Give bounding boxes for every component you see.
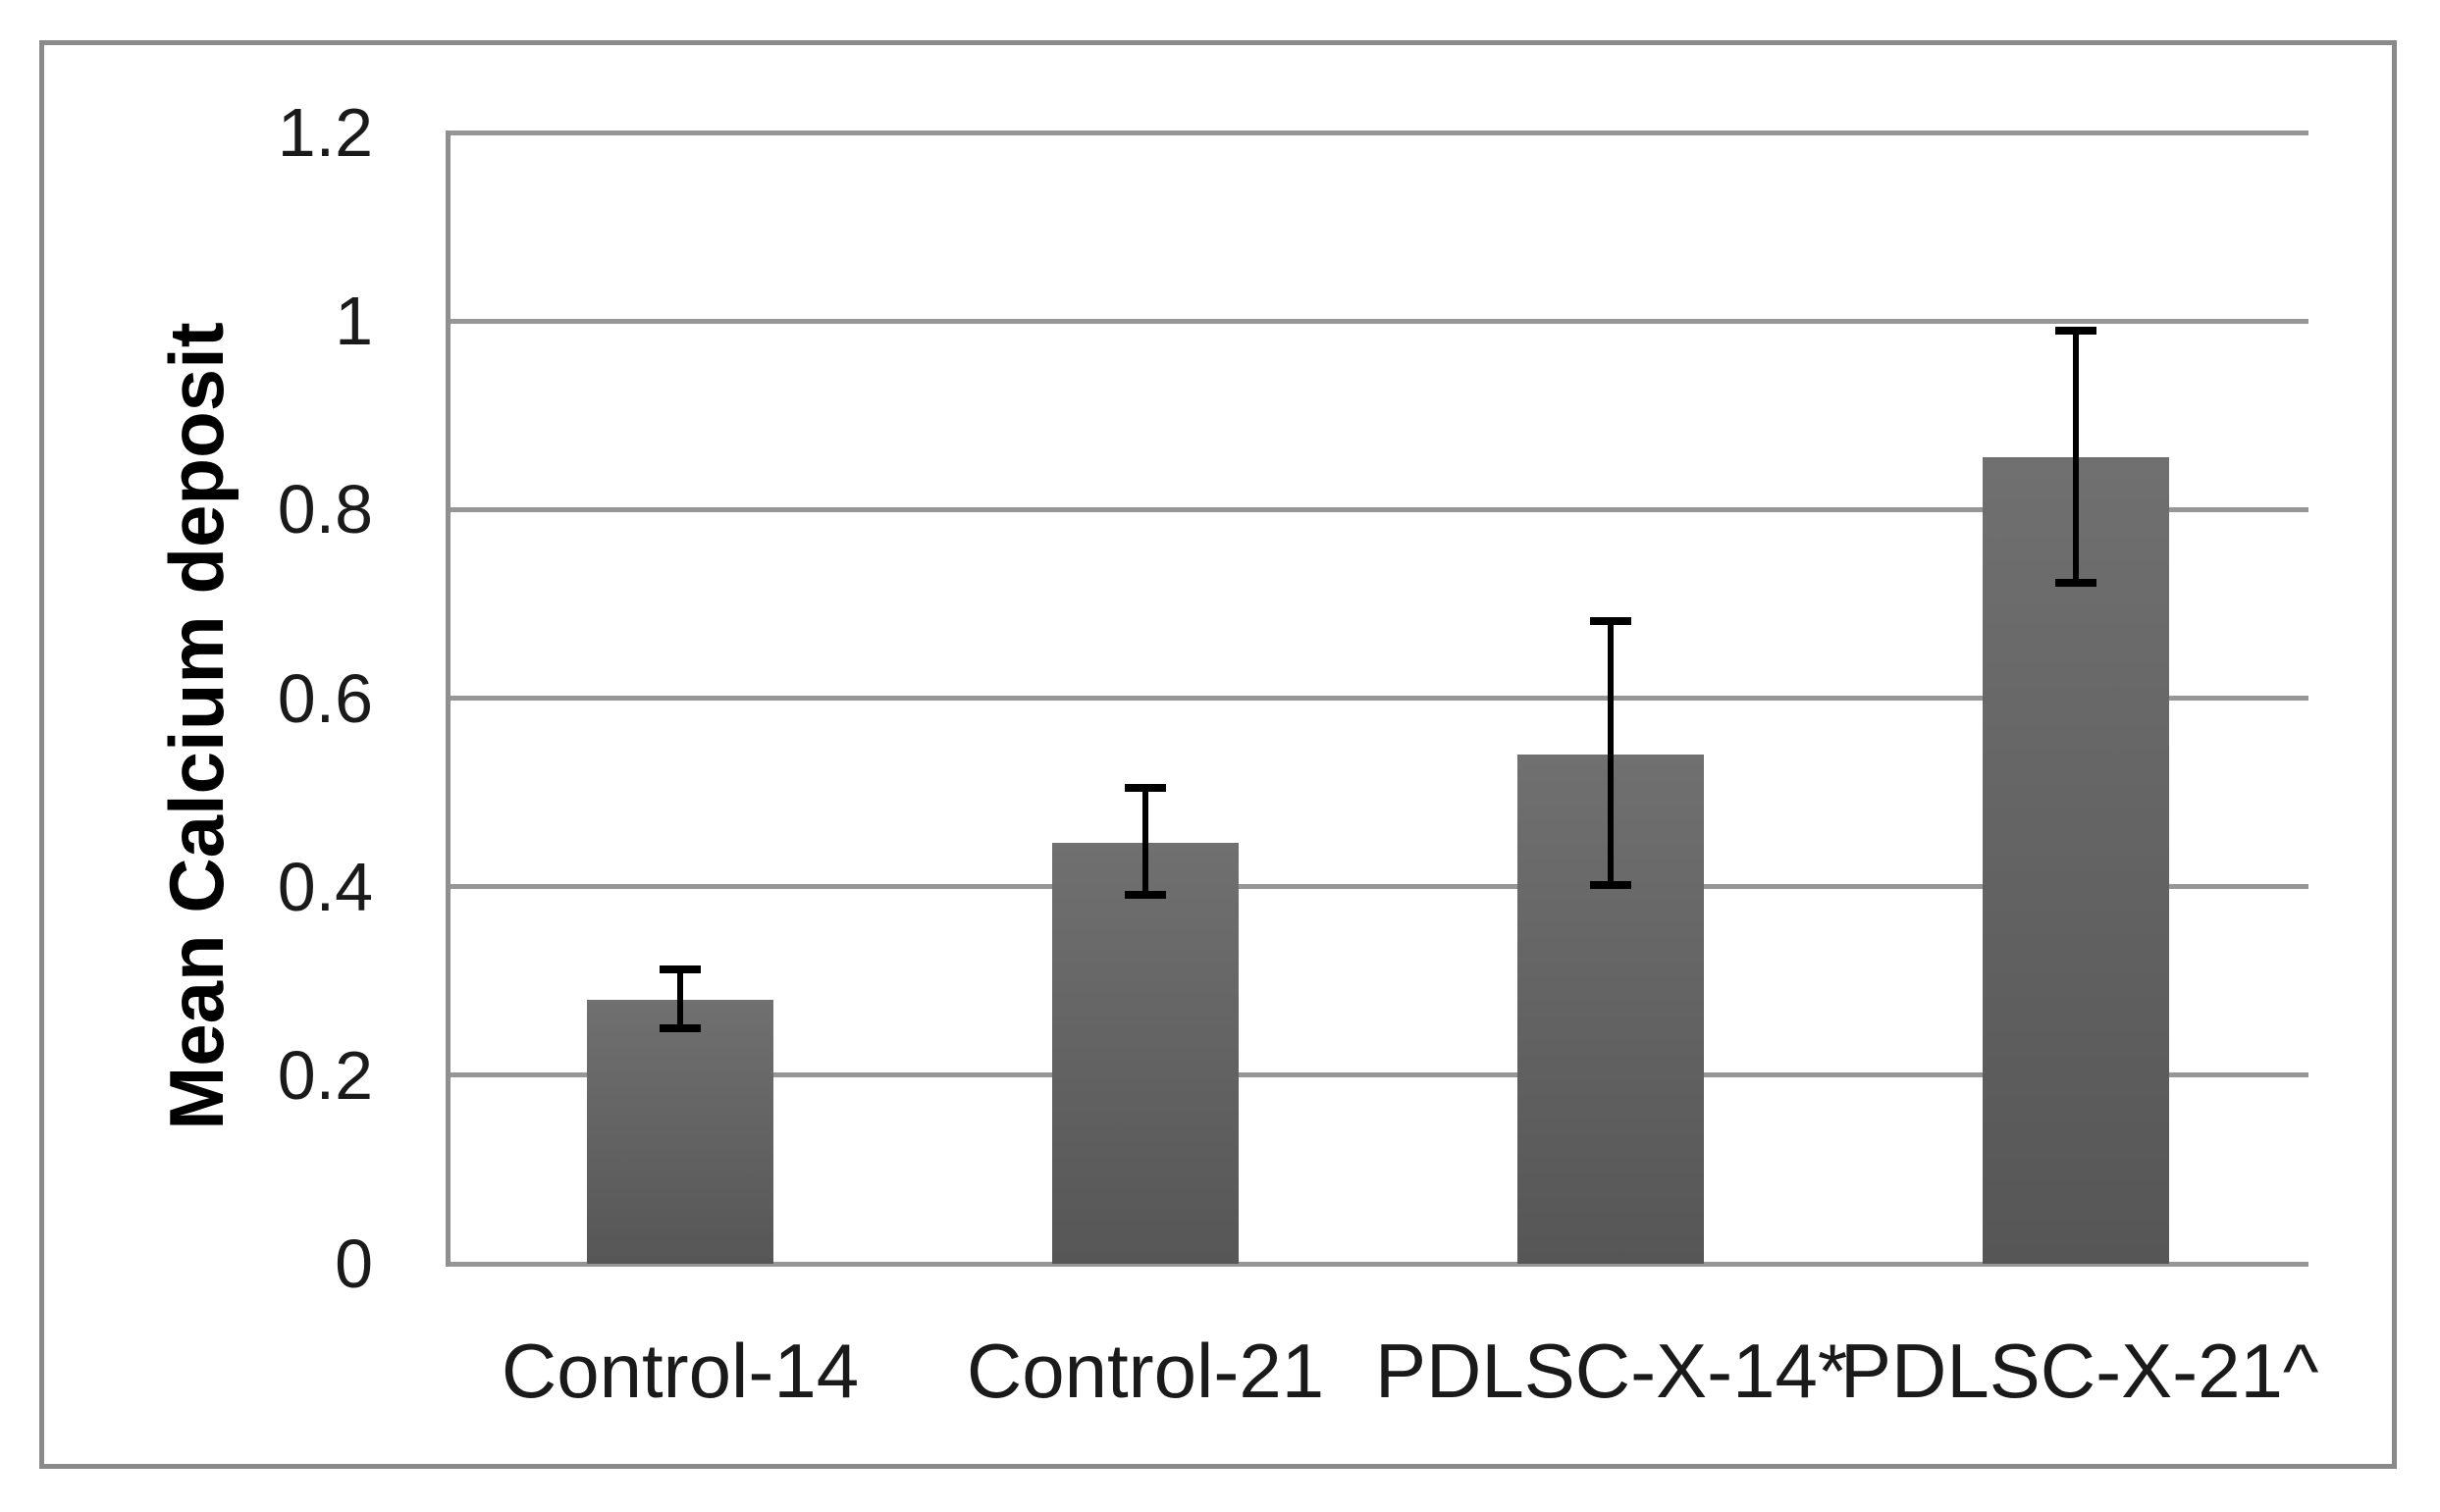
y-tick-label: 0 [335, 1225, 373, 1302]
y-axis-line [446, 130, 451, 1267]
error-bar-cap-bottom [2055, 579, 2096, 588]
error-bar-cap-bottom [1590, 880, 1631, 889]
error-bar-stem [677, 969, 683, 1028]
x-tick-label: Control-21 [966, 1328, 1325, 1414]
gridline-y-0 [448, 1261, 2308, 1267]
y-tick-label: 0.8 [277, 471, 373, 548]
error-bar-cap-top [660, 965, 701, 974]
y-tick-label: 0.4 [277, 848, 373, 925]
error-bar-stem [2073, 330, 2079, 584]
y-tick-label: 0.2 [277, 1036, 373, 1114]
error-bar-cap-bottom [1125, 891, 1166, 900]
error-bar-cap-top [1590, 616, 1631, 625]
gridline-y-0.2 [448, 1072, 2308, 1078]
y-tick-label: 1.2 [277, 94, 373, 171]
x-tick-label: Control-14 [501, 1328, 860, 1414]
gridline-y-1 [448, 318, 2308, 324]
gridline-y-1.2 [448, 130, 2308, 135]
bar-control-21 [1052, 842, 1239, 1264]
error-bar-stem [1142, 787, 1148, 896]
error-bar-cap-top [2055, 326, 2096, 335]
gridline-y-0.6 [448, 696, 2308, 701]
bar-control-14 [587, 999, 773, 1264]
error-bar-stem [1608, 620, 1614, 885]
x-tick-label: PDLSC-X-14* [1375, 1328, 1848, 1414]
error-bar-cap-bottom [660, 1023, 701, 1032]
bar-pdlsc-x-21- [1983, 457, 2169, 1264]
gridline-y-0.8 [448, 506, 2308, 512]
y-tick-label: 1 [335, 283, 373, 360]
gridline-y-0.4 [448, 884, 2308, 890]
error-bar-cap-top [1125, 783, 1166, 792]
y-tick-label: 0.6 [277, 659, 373, 737]
x-tick-label: PDLSC-X-21^ [1840, 1328, 2319, 1414]
